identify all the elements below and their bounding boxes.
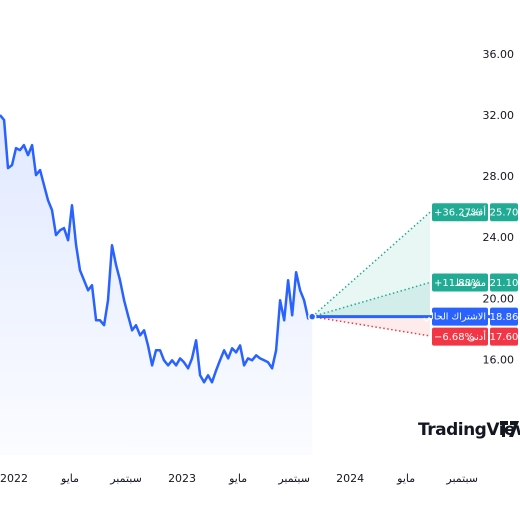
y-tick-label: 16.00 [483, 353, 515, 366]
forecast-fill [312, 282, 430, 317]
value-label: 18.86 [490, 312, 519, 323]
current-point [307, 312, 317, 321]
x-tick-label: مايو [60, 472, 79, 485]
forecast-label: 21.10 متوسط+11.88% [432, 273, 519, 292]
forecast-label: 25.70 أقصى+36.27% [432, 203, 519, 222]
target-name: أدنى [468, 330, 487, 343]
logo-text: TradingView [418, 420, 520, 440]
x-tick-label: 2022 [0, 472, 28, 485]
forecast-fill [312, 316, 430, 336]
forecast-line [311, 281, 431, 318]
price-area [0, 115, 313, 455]
label-box [432, 327, 488, 346]
x-tick-label: 2023 [168, 472, 196, 485]
x-tick-label: مايو [396, 472, 415, 485]
forecast-label: 18.86 الاشتراك الحالي [423, 307, 519, 326]
value-box [490, 203, 518, 222]
y-tick-label: 36.00 [483, 48, 515, 61]
x-tick-label: سبتمبر [277, 472, 310, 485]
price-line [0, 114, 313, 384]
label-box [432, 307, 488, 326]
y-tick-label: 28.00 [483, 170, 515, 183]
logo-icon [500, 421, 519, 437]
value-label: 21.10 [490, 278, 519, 289]
x-tick-label: 2024 [336, 472, 364, 485]
x-tick-label: مايو [228, 472, 247, 485]
x-tick-label: سبتمبر [445, 472, 478, 485]
target-change: +36.27% [434, 208, 481, 219]
value-label: 25.70 [490, 208, 519, 219]
target-name: أقصى [461, 206, 486, 219]
label-box [432, 273, 488, 292]
y-tick-label: 24.00 [483, 231, 515, 244]
plot-area: 16.00 20.00 24.00 28.00 32.00 36.00 2022 مايو سب… [0, 48, 518, 485]
value-label: 17.60 [490, 332, 519, 343]
y-tick-label: 32.00 [483, 109, 515, 122]
value-box [490, 273, 518, 292]
logo: TradingView [418, 420, 520, 440]
label-box [432, 203, 488, 222]
target-change: −6.68% [434, 332, 474, 343]
x-tick-label: سبتمبر [109, 472, 142, 485]
value-box [490, 307, 518, 326]
target-change: +11.88% [434, 278, 481, 289]
y-tick-label: 20.00 [483, 292, 515, 305]
value-box [490, 327, 518, 346]
current-name: الاشتراك الحالي [423, 312, 486, 323]
target-name: متوسط [455, 278, 486, 289]
